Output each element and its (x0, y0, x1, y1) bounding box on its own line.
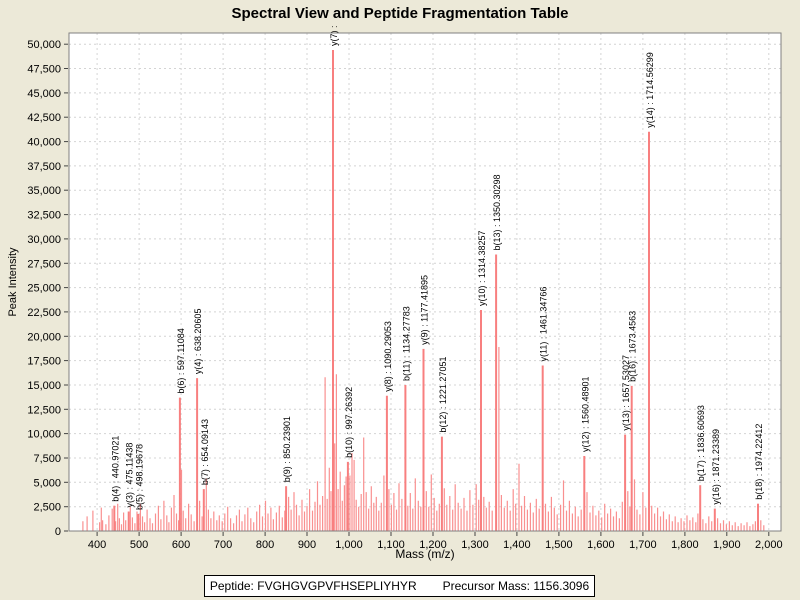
svg-text:2,000: 2,000 (755, 539, 783, 551)
svg-text:22,500: 22,500 (27, 307, 61, 319)
y-axis-ticks (64, 43, 68, 532)
precursor-mass-value: 1156.3096 (533, 579, 590, 593)
peak-annotation: b(11) : 1134.27783 (401, 306, 411, 381)
svg-text:1,800: 1,800 (671, 539, 699, 551)
svg-text:20,000: 20,000 (27, 331, 61, 343)
svg-text:47,500: 47,500 (27, 64, 61, 76)
peak-annotation: b(13) : 1350.30298 (492, 174, 502, 250)
peak-annotation: y(3) : 475.11438 (125, 443, 135, 508)
peak-annotation: y(8) : 1090.29053 (383, 321, 393, 392)
svg-text:1,000: 1,000 (335, 539, 363, 551)
peak-annotation: y(12) : 1560.48901 (580, 376, 590, 452)
svg-text:50,000: 50,000 (27, 39, 61, 51)
x-gridlines (96, 33, 770, 531)
svg-text:35,000: 35,000 (27, 185, 61, 197)
peak-annotation: y(14) : 1714.56299 (645, 52, 655, 128)
svg-text:1,100: 1,100 (377, 539, 405, 551)
svg-text:800: 800 (256, 539, 274, 551)
peak-annotation: b(4) : 440.97021 (110, 436, 120, 502)
svg-text:1,400: 1,400 (503, 539, 531, 551)
svg-text:12,500: 12,500 (27, 404, 61, 416)
svg-text:7,500: 7,500 (33, 453, 61, 465)
svg-text:1,900: 1,900 (713, 539, 741, 551)
peak-annotation: y(13) : 1657.53027 (621, 355, 631, 431)
svg-text:17,500: 17,500 (27, 356, 61, 368)
peak-annotation: b(17) : 1836.60693 (696, 405, 706, 481)
svg-text:900: 900 (298, 539, 316, 551)
peak-annotation: y(9) : 1177.41895 (420, 275, 430, 345)
svg-text:1,600: 1,600 (587, 539, 615, 551)
svg-text:1,700: 1,700 (629, 539, 657, 551)
peak-annotation: y(7) : (329, 25, 339, 46)
peak-annotation: y(11) : 1461.34766 (539, 287, 549, 362)
footer-info-box: Peptide: FVGHGVGPVFHSEPLIYHYR Precursor M… (204, 575, 595, 597)
peak-annotation: b(6) : 597.11084 (176, 328, 186, 393)
svg-text:10,000: 10,000 (27, 429, 61, 441)
svg-text:45,000: 45,000 (27, 88, 61, 100)
peak-annotation: b(12) : 1221.27051 (438, 357, 448, 433)
svg-text:30,000: 30,000 (27, 234, 61, 246)
svg-text:27,500: 27,500 (27, 258, 61, 270)
svg-text:5,000: 5,000 (33, 477, 61, 489)
svg-text:42,500: 42,500 (27, 112, 61, 124)
chart-title: Spectral View and Peptide Fragmentation … (231, 5, 569, 22)
svg-text:1,200: 1,200 (419, 539, 447, 551)
peak-annotation: b(5) : 498.19678 (134, 444, 144, 510)
peptide-value: FVGHGVGPVFHSEPLIYHYR (257, 579, 417, 593)
x-axis-ticks (96, 532, 770, 536)
peak-annotation: b(9) : 850.23901 (282, 416, 292, 482)
svg-text:32,500: 32,500 (27, 210, 61, 222)
x-axis-label: Mass (m/z) (395, 547, 454, 561)
svg-text:500: 500 (130, 539, 148, 551)
svg-text:40,000: 40,000 (27, 137, 61, 149)
background-peaks (82, 347, 765, 531)
y-gridlines (69, 43, 781, 508)
peak-annotation: y(16) : 1871.23389 (711, 429, 721, 505)
svg-text:25,000: 25,000 (27, 283, 61, 295)
svg-text:1,500: 1,500 (545, 539, 573, 551)
svg-text:2,500: 2,500 (33, 502, 61, 514)
y-axis-tick-labels: 0 2,500 5,000 7,500 10,000 12,500 15,000 17,500… (27, 39, 61, 538)
peak-annotation: b(18) : 1974.22412 (754, 424, 764, 500)
peak-annotation: y(4) : 638.20605 (193, 309, 203, 375)
svg-text:400: 400 (88, 539, 106, 551)
x-axis-tick-labels: 400 500 600 700 800 900 1,000 1,100 1,200 1,300 1,… (88, 539, 783, 551)
svg-text:1,300: 1,300 (461, 539, 489, 551)
svg-text:0: 0 (55, 526, 61, 538)
peak-annotation: b(16) : 1673.4563 (628, 311, 638, 382)
svg-text:15,000: 15,000 (27, 380, 61, 392)
peptide-label: Peptide: (209, 579, 254, 593)
peak-annotation: b(7) : 654.09143 (200, 419, 210, 485)
svg-text:37,500: 37,500 (27, 161, 61, 173)
plot-border (68, 32, 782, 532)
svg-text:600: 600 (172, 539, 190, 551)
peak-annotation: b(10) : 997.26392 (344, 387, 354, 458)
svg-text:700: 700 (214, 539, 232, 551)
peak-annotation: y(10) : 1314.38257 (477, 230, 487, 306)
plot-area (69, 33, 781, 531)
y-axis-label: Peak Intensity (7, 247, 19, 317)
precursor-mass-label: Precursor Mass: (442, 579, 530, 593)
